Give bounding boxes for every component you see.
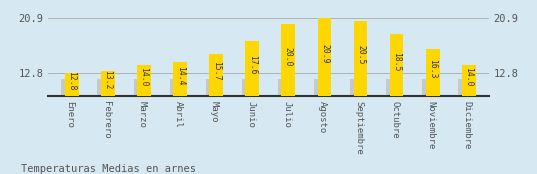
Bar	[426, 49, 440, 160]
Text: 18.5: 18.5	[392, 52, 401, 72]
Text: 13.2: 13.2	[104, 70, 112, 89]
Bar	[173, 62, 187, 160]
Bar	[281, 24, 295, 160]
Bar	[101, 70, 115, 160]
Text: 17.6: 17.6	[248, 55, 257, 74]
Bar	[350, 79, 364, 160]
Bar	[137, 65, 151, 160]
Bar	[245, 41, 259, 160]
Bar	[317, 18, 331, 160]
Text: Temperaturas Medias en arnes: Temperaturas Medias en arnes	[21, 164, 197, 174]
Bar	[422, 79, 436, 160]
Text: 20.9: 20.9	[320, 44, 329, 63]
Bar	[354, 21, 367, 160]
Bar	[386, 79, 400, 160]
Bar	[278, 79, 292, 160]
Bar	[462, 65, 476, 160]
Bar	[170, 79, 183, 160]
Text: 14.0: 14.0	[140, 67, 148, 87]
Bar	[459, 79, 472, 160]
Bar	[390, 34, 403, 160]
Text: 16.3: 16.3	[428, 59, 437, 79]
Bar	[61, 79, 75, 160]
Bar	[314, 79, 328, 160]
Text: 12.8: 12.8	[67, 71, 76, 91]
Text: 20.0: 20.0	[284, 47, 293, 66]
Text: 14.4: 14.4	[176, 66, 185, 85]
Bar	[206, 79, 220, 160]
Bar	[65, 73, 78, 160]
Bar	[209, 54, 223, 160]
Text: 15.7: 15.7	[212, 61, 221, 81]
Text: 20.5: 20.5	[356, 45, 365, 65]
Bar	[242, 79, 256, 160]
Text: 14.0: 14.0	[465, 67, 473, 87]
Bar	[134, 79, 147, 160]
Bar	[97, 79, 111, 160]
